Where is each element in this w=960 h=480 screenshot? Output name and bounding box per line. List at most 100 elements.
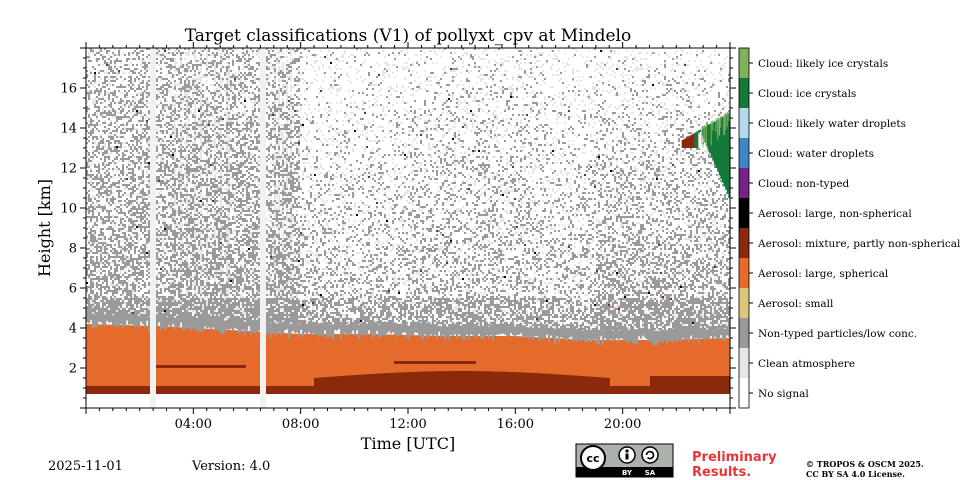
- bl-column: [118, 324, 121, 394]
- y-tick-label: 10: [60, 202, 77, 217]
- bl-column: [412, 335, 415, 394]
- bl-column: [192, 327, 195, 394]
- legend-label: Non-typed particles/low conc.: [758, 328, 917, 340]
- bl-column: [408, 335, 411, 394]
- bl-column: [670, 339, 673, 394]
- bl-column: [480, 336, 483, 394]
- bl-column: [318, 334, 321, 394]
- bl-column: [510, 336, 513, 394]
- bl-column: [138, 325, 141, 394]
- legend: Cloud: likely ice crystals Cloud: ice cry…: [738, 47, 960, 409]
- bl-column: [664, 339, 667, 394]
- legend-swatch: [739, 258, 749, 288]
- cc-icon: [580, 445, 606, 471]
- legend-swatch: [739, 378, 749, 408]
- bl-column: [376, 334, 379, 394]
- bl-column: [726, 338, 729, 394]
- bl-column: [538, 337, 541, 394]
- bl-column: [442, 335, 445, 394]
- bl-column: [104, 324, 107, 394]
- bl-column: [392, 334, 395, 394]
- cloud-column: [726, 113, 729, 194]
- bl-column: [100, 324, 103, 394]
- bl-column: [476, 336, 479, 394]
- bl-column: [136, 325, 139, 394]
- bl-column: [224, 329, 227, 394]
- bl-column: [246, 331, 249, 394]
- bl-column: [322, 334, 325, 394]
- cloud-column: [710, 123, 713, 157]
- bl-column: [578, 339, 581, 394]
- bl-column: [366, 334, 369, 394]
- bl-column: [468, 336, 471, 394]
- bl-column: [254, 331, 257, 394]
- bl-column: [708, 338, 711, 394]
- bl-column: [390, 334, 393, 394]
- bl-column: [544, 337, 547, 394]
- bl-column: [590, 340, 593, 394]
- bl-column: [94, 324, 97, 394]
- bl-column: [242, 330, 245, 394]
- bl-column: [584, 339, 587, 394]
- bl-column: [292, 333, 295, 394]
- bl-column: [410, 335, 413, 394]
- bl-column: [360, 334, 363, 394]
- bl-column: [716, 338, 719, 394]
- bl-column: [316, 334, 319, 394]
- bl-column: [700, 338, 703, 394]
- bl-column: [338, 334, 341, 394]
- bl-column: [718, 338, 721, 394]
- bl-column: [320, 334, 323, 394]
- bl-column: [102, 324, 105, 394]
- x-tick-label: 04:00: [175, 417, 212, 432]
- bl-column: [258, 331, 261, 394]
- bl-column: [294, 333, 297, 394]
- bl-column: [712, 338, 715, 394]
- bl-column: [496, 336, 499, 394]
- bl-column: [532, 336, 535, 394]
- bl-column: [660, 339, 663, 394]
- bl-column: [196, 328, 199, 394]
- bl-column: [550, 337, 553, 394]
- y-tick-label: 16: [60, 82, 77, 97]
- cloud-column: [728, 112, 730, 198]
- bl-column: [478, 336, 481, 394]
- bl-column: [414, 335, 417, 394]
- bl-column: [502, 336, 505, 394]
- bl-column: [636, 340, 639, 394]
- cloud-column: [683, 139, 686, 148]
- bl-column: [704, 338, 707, 394]
- bl-column: [302, 334, 305, 394]
- cloud-column: [688, 136, 691, 148]
- bl-column: [618, 340, 621, 394]
- bl-column: [418, 335, 421, 394]
- bl-column: [680, 339, 683, 394]
- bl-column: [472, 336, 475, 394]
- cloud-column: [717, 119, 720, 172]
- bl-column: [348, 334, 351, 394]
- bl-column: [274, 332, 277, 394]
- x-tick-label: 20:00: [604, 417, 641, 432]
- bl-column: [652, 340, 655, 394]
- bl-column: [638, 340, 641, 394]
- bl-column: [98, 324, 101, 394]
- legend-label: Aerosol: large, non-spherical: [757, 208, 912, 220]
- bl-column: [324, 334, 327, 394]
- bl-column: [602, 340, 605, 394]
- bl-column: [290, 333, 293, 394]
- legend-label: Cloud: non-typed: [758, 178, 850, 190]
- bl-column: [282, 333, 285, 394]
- legend-label: Cloud: likely water droplets: [758, 118, 906, 130]
- bl-column: [308, 334, 311, 394]
- cloud-column: [701, 128, 704, 135]
- bl-column: [162, 326, 165, 394]
- bl-column: [644, 340, 647, 394]
- bl-column: [288, 333, 291, 394]
- bl-column: [280, 332, 283, 394]
- bl-column: [130, 325, 133, 394]
- bl-column: [396, 334, 399, 394]
- bl-column: [566, 338, 569, 394]
- bl-column: [362, 334, 365, 394]
- bl-column: [694, 338, 697, 394]
- cloud-column: [696, 131, 699, 148]
